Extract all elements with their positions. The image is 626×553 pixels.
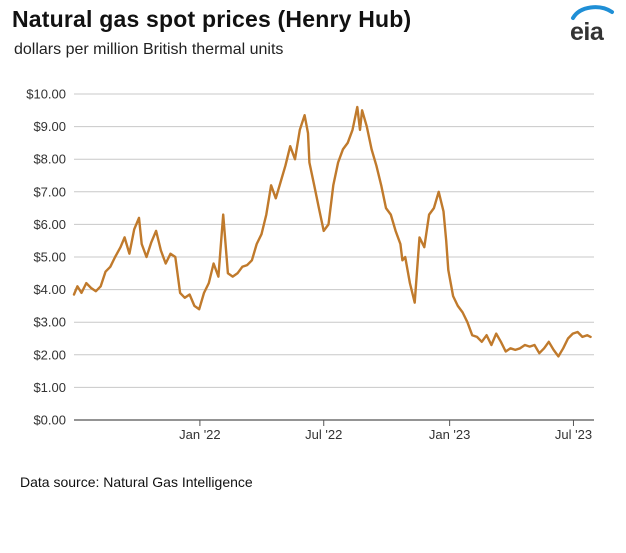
- y-tick-label: $0.00: [33, 413, 66, 428]
- line-chart: $0.00 $1.00 $2.00 $3.00 $4.00 $5.00 $6.00 $7.00…: [26, 87, 594, 442]
- x-tick-label: Jul '22: [305, 427, 342, 442]
- y-tick-label: $1.00: [33, 380, 66, 395]
- x-tick-label: Jul '23: [555, 427, 592, 442]
- y-tick-label: $10.00: [26, 87, 66, 102]
- series-group: [72, 105, 592, 358]
- data-source-note: Data source: Natural Gas Intelligence: [20, 474, 253, 490]
- y-tick-label: $8.00: [33, 152, 66, 167]
- chart-title: Natural gas spot prices (Henry Hub): [12, 6, 412, 32]
- eia-logo[interactable]: eia: [566, 4, 616, 48]
- y-tick-label: $3.00: [33, 315, 66, 330]
- grid-lines: [74, 93, 594, 421]
- price-series-line: [72, 105, 592, 358]
- y-tick-label: $6.00: [33, 217, 66, 232]
- y-axis-labels: $0.00 $1.00 $2.00 $3.00 $4.00 $5.00 $6.00 $7.00…: [26, 87, 66, 428]
- x-axis: Jan '22 Jul '22 Jan '23 Jul '23: [179, 420, 592, 442]
- y-tick-label: $5.00: [33, 250, 66, 265]
- chart-subtitle: dollars per million British thermal unit…: [14, 41, 284, 58]
- x-tick-label: Jan '23: [429, 427, 471, 442]
- y-tick-label: $2.00: [33, 347, 66, 362]
- eia-logo-text: eia: [570, 18, 604, 46]
- x-tick-label: Jan '22: [179, 427, 221, 442]
- y-tick-label: $9.00: [33, 119, 66, 134]
- y-tick-label: $4.00: [33, 282, 66, 297]
- eia-logo-icon: [571, 5, 614, 20]
- y-tick-label: $7.00: [33, 184, 66, 199]
